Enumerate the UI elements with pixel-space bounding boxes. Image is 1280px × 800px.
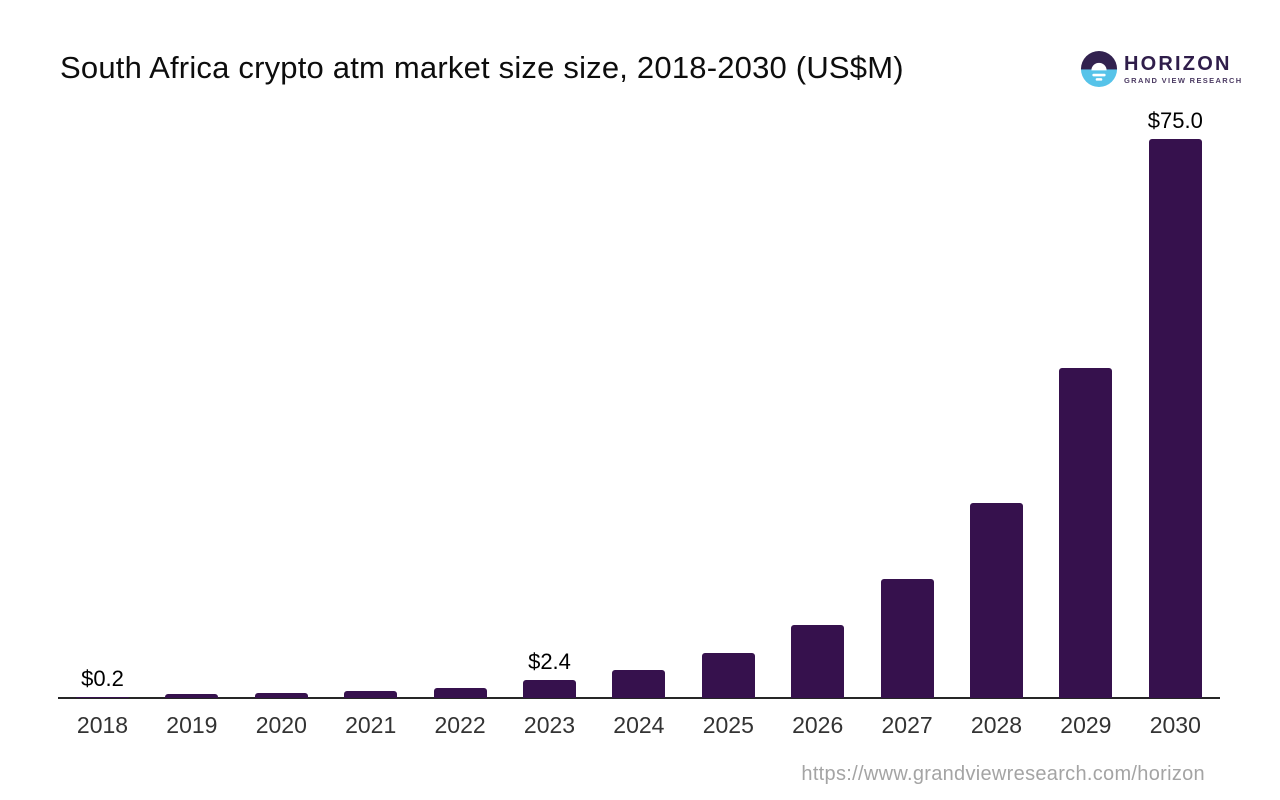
logo-brand-text: HORIZON: [1124, 53, 1232, 75]
x-tick-2028: 2028: [970, 712, 1023, 738]
bar-2022: [433, 687, 487, 698]
x-tick-2024: 2024: [613, 712, 665, 738]
bar-2024: [612, 669, 666, 698]
bar-2021: [344, 690, 398, 698]
value-label-2030: $75.0: [1147, 108, 1203, 133]
x-tick-2029: 2029: [1060, 712, 1112, 738]
x-tick-2025: 2025: [702, 712, 754, 738]
x-tick-2026: 2026: [792, 712, 844, 738]
horizon-sunrise-icon: [1080, 50, 1118, 88]
x-tick-2030: 2030: [1149, 712, 1201, 738]
bar-2023: [523, 680, 576, 698]
horizon-logo: HORIZON GRAND VIEW RESEARCH: [1080, 50, 1243, 88]
value-label-2018: $0.2: [81, 665, 124, 691]
bar-2025: [701, 653, 755, 698]
bar-2029: [1059, 367, 1113, 698]
source-url: https://www.grandviewresearch.com/horizo…: [801, 763, 1205, 785]
bar-2020: [254, 692, 308, 698]
x-tick-2021: 2021: [345, 712, 397, 738]
bar-2026: [791, 624, 845, 698]
x-tick-2023: 2023: [523, 712, 576, 738]
logo-subtitle-text: GRAND VIEW RESEARCH: [1124, 76, 1243, 85]
bar-2019: [165, 694, 219, 698]
x-tick-2020: 2020: [255, 712, 307, 738]
x-tick-2018: 2018: [76, 712, 129, 738]
bar-2028: [970, 502, 1023, 698]
x-tick-2019: 2019: [166, 712, 218, 738]
bar-2027: [880, 578, 934, 698]
x-tick-2027: 2027: [881, 712, 933, 738]
x-tick-2022: 2022: [434, 712, 486, 738]
bar-2030: [1148, 139, 1202, 698]
bar-2018: [76, 696, 129, 698]
value-label-2023: $2.4: [528, 649, 571, 675]
page-title: South Africa crypto atm market size size…: [60, 50, 904, 85]
